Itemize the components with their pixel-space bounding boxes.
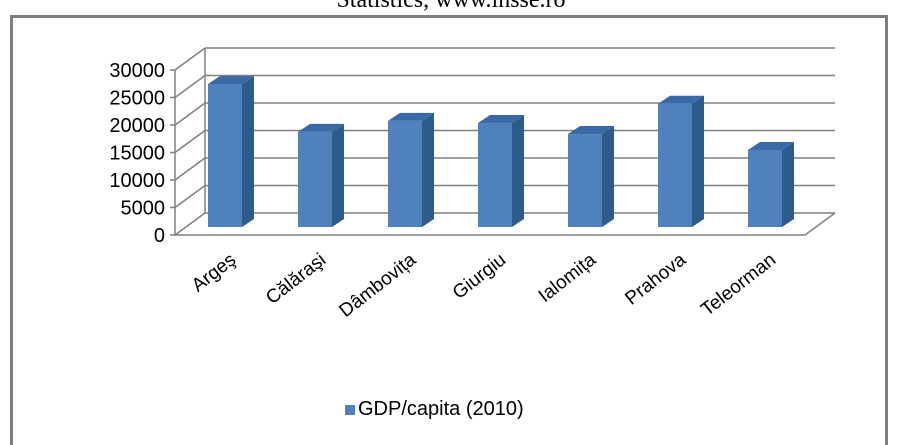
bar-front bbox=[298, 131, 332, 227]
y-tick-label: 15000 bbox=[109, 143, 165, 165]
y-tick-label: 25000 bbox=[109, 88, 165, 110]
x-tick-label: Dâmbovița bbox=[336, 249, 421, 322]
bar bbox=[658, 95, 704, 227]
gridline-side bbox=[174, 102, 206, 126]
chart-frame bbox=[10, 15, 888, 445]
x-tick-label: Călăraşi bbox=[262, 249, 330, 308]
y-tick-label: 5000 bbox=[121, 198, 166, 220]
x-tick-label: Argeş bbox=[188, 249, 240, 296]
gridline-side bbox=[174, 184, 206, 209]
chart-grid bbox=[174, 47, 836, 236]
gridline-side bbox=[174, 157, 206, 181]
bar-top bbox=[478, 115, 524, 124]
bar-series bbox=[208, 76, 794, 227]
bar-front bbox=[478, 123, 512, 227]
gridline-side bbox=[174, 74, 206, 99]
bar-side bbox=[602, 126, 614, 227]
bar-top bbox=[748, 142, 794, 150]
bar-top bbox=[388, 112, 434, 121]
x-tick-label: Giurgiu bbox=[449, 249, 510, 303]
x-axis-labels: Argeş Călăraşi Dâmbovița Giurgiu Ialomița Pra… bbox=[188, 249, 780, 322]
x-tick-label: Prahova bbox=[621, 249, 690, 309]
y-tick-label: 20000 bbox=[109, 115, 165, 137]
y-tick-label: 30000 bbox=[109, 60, 165, 82]
bar-top bbox=[658, 95, 704, 104]
bar-side bbox=[512, 115, 524, 227]
bar-top bbox=[208, 76, 254, 84]
bar-side bbox=[332, 123, 344, 227]
legend-swatch bbox=[345, 404, 355, 415]
bar bbox=[748, 142, 794, 227]
bar-front bbox=[568, 134, 602, 227]
y-tick-label: 10000 bbox=[109, 170, 165, 192]
bar bbox=[478, 115, 524, 227]
bar-front bbox=[658, 103, 692, 227]
bar-side bbox=[242, 76, 254, 227]
gridline-side bbox=[174, 47, 206, 71]
bar-top bbox=[568, 126, 614, 135]
chart-legend: GDP/capita (2010) bbox=[345, 398, 524, 421]
bar-front bbox=[388, 120, 422, 227]
bar-top bbox=[298, 123, 344, 132]
bar-side bbox=[692, 95, 704, 227]
bar bbox=[298, 123, 344, 227]
bar bbox=[568, 126, 614, 227]
bar bbox=[388, 112, 434, 227]
bar-front bbox=[748, 150, 782, 227]
y-tick-label: 0 bbox=[154, 225, 165, 247]
floor-edge bbox=[175, 212, 836, 236]
gridline-side bbox=[174, 129, 206, 154]
gridline-side bbox=[174, 212, 206, 236]
legend-label: GDP/capita (2010) bbox=[358, 398, 524, 420]
x-tick-label: Teleorman bbox=[697, 249, 780, 320]
y-axis: 0 5000 10000 15000 20000 25000 30000 bbox=[109, 60, 176, 247]
chart-source-caption: Statistics, www.insse.ro bbox=[336, 0, 566, 13]
x-tick-label: Ialomița bbox=[535, 249, 601, 307]
bar bbox=[208, 76, 254, 227]
bar-front bbox=[208, 84, 242, 227]
bar-side bbox=[782, 142, 794, 227]
bar-side bbox=[422, 112, 434, 227]
